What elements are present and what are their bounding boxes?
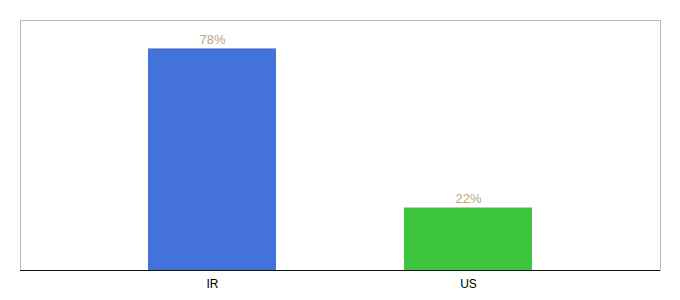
svg-text:US: US (460, 277, 477, 291)
svg-text:22%: 22% (455, 191, 481, 206)
svg-text:IR: IR (207, 277, 219, 291)
svg-text:78%: 78% (199, 32, 225, 47)
